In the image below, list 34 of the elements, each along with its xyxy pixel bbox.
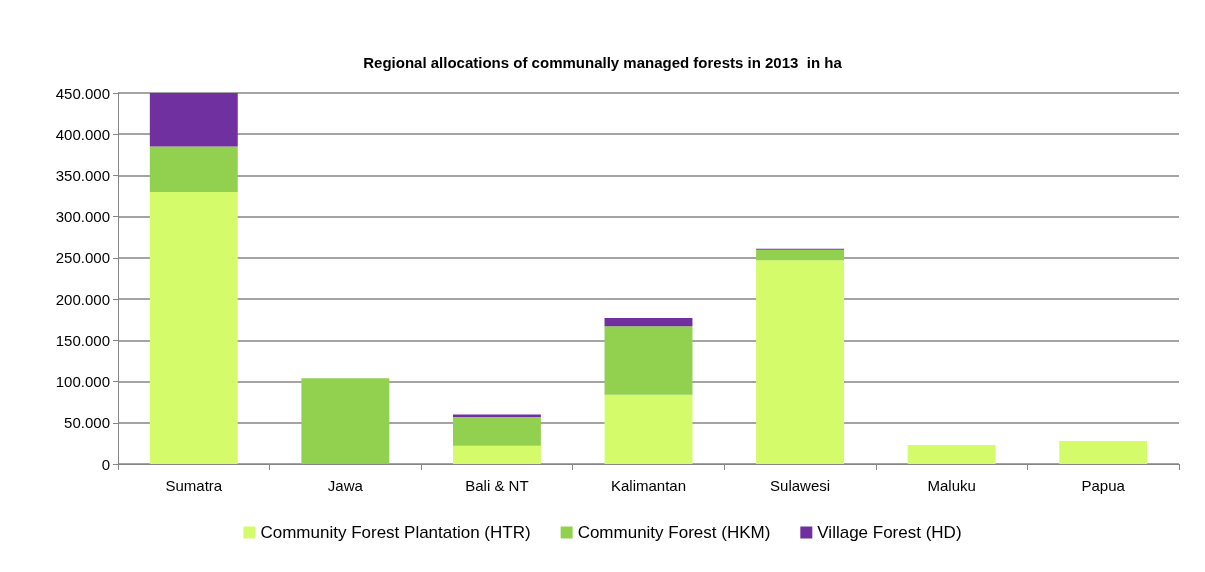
chart-title: Regional allocations of communally managed forests in 2013 in ha: [363, 54, 843, 71]
y-tick-label: 100.000: [55, 373, 110, 391]
y-tick-label: 250.000: [55, 249, 110, 267]
y-tick-label: 400.000: [55, 125, 110, 143]
legend-label: Community Forest Plantation (HTR): [260, 523, 531, 542]
bar: [756, 249, 845, 261]
y-tick-label: 450.000: [55, 84, 110, 102]
x-tick-label: Sumatra: [165, 477, 223, 494]
bar: [604, 318, 693, 327]
y-tick-label: 300.000: [55, 208, 110, 226]
x-tick-label: Bali & NT: [465, 477, 529, 494]
x-tick-label: Papua: [1081, 477, 1126, 494]
bar: [604, 326, 693, 395]
bar: [452, 445, 541, 464]
y-tick-label: 150.000: [55, 331, 110, 349]
y-tick-label: 350.000: [55, 166, 110, 184]
bar: [756, 260, 845, 464]
bar: [604, 394, 693, 464]
bar: [1059, 440, 1148, 464]
y-tick-label: 50.000: [64, 414, 110, 432]
bar: [149, 93, 238, 147]
x-tick-label: Sulawesi: [770, 477, 831, 494]
y-tick-label: 200.000: [55, 290, 110, 308]
bar: [907, 445, 996, 464]
x-tick-label: Jawa: [327, 477, 364, 494]
y-tick-label: 0: [101, 455, 110, 473]
legend-label: Village Forest (HD): [817, 523, 962, 542]
bar: [149, 146, 238, 192]
x-tick-label: Kalimantan: [610, 477, 687, 494]
bar: [452, 417, 541, 446]
bar: [301, 378, 390, 464]
x-tick-label: Maluku: [927, 477, 976, 494]
legend-label: Community Forest (HKM): [577, 523, 771, 542]
bar: [149, 191, 238, 464]
